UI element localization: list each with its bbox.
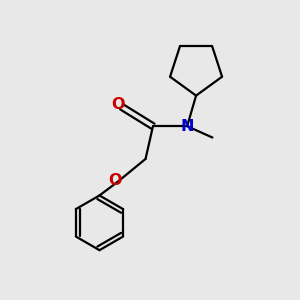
Text: O: O [111,97,125,112]
Text: O: O [108,173,122,188]
Text: N: N [180,119,194,134]
